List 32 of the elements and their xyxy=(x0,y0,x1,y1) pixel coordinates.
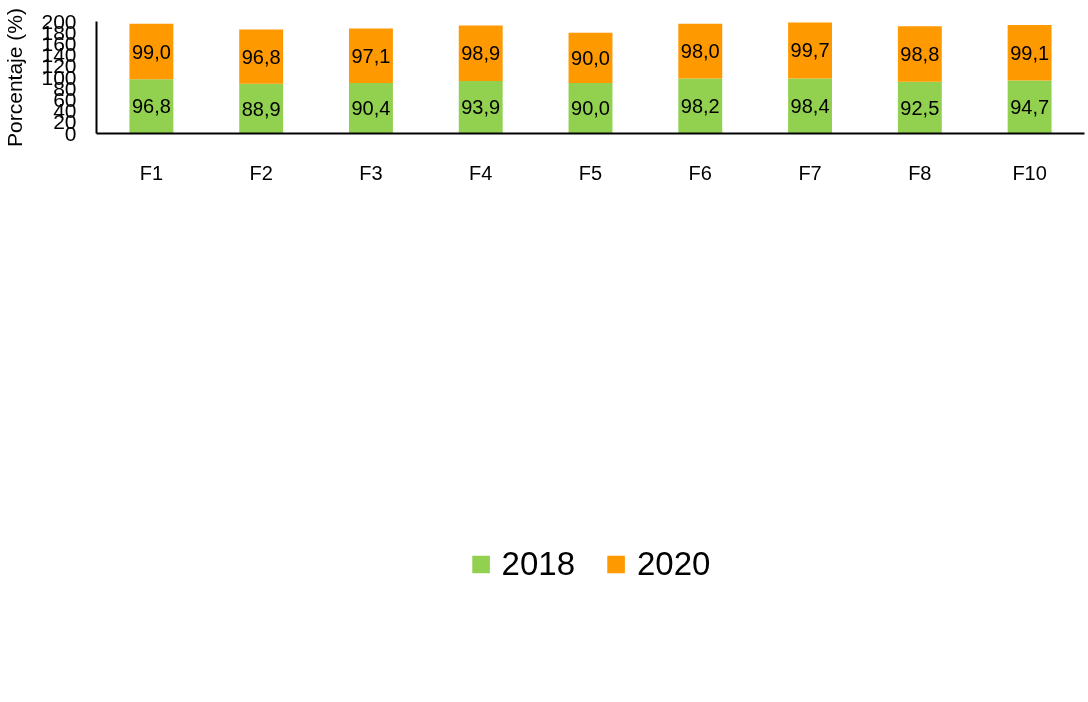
data-label: 99,7 xyxy=(790,39,830,62)
data-label: 97,1 xyxy=(351,44,391,67)
data-label: 90,0 xyxy=(571,97,610,120)
data-label: 98,0 xyxy=(680,40,720,63)
data-label: 96,8 xyxy=(131,95,171,118)
data-label: 92,5 xyxy=(900,96,940,119)
x-tick-label: F4 xyxy=(469,161,493,184)
data-label: 98,2 xyxy=(680,95,720,117)
x-tick-label: F10 xyxy=(1012,161,1047,184)
bar xyxy=(348,28,393,83)
x-tick-label: F5 xyxy=(578,161,603,184)
data-label: 98,9 xyxy=(461,42,501,65)
x-tick-label: F8 xyxy=(908,161,932,184)
data-label: 99,0 xyxy=(131,40,171,63)
data-label: 99,1 xyxy=(1010,41,1050,64)
data-label: 98,8 xyxy=(900,43,940,66)
bar xyxy=(1007,80,1052,134)
x-tick-label: F6 xyxy=(688,161,712,184)
y-axis-title: Porcentaje (%) xyxy=(3,8,27,147)
x-tick-label: F1 xyxy=(139,161,164,184)
legend-label: 2018 xyxy=(501,544,575,583)
data-label: 90,4 xyxy=(351,97,391,120)
x-tick-label: F3 xyxy=(359,161,383,184)
x-tick-label: F7 xyxy=(798,161,822,184)
data-label: 93,9 xyxy=(461,96,501,119)
data-label: 94,7 xyxy=(1010,95,1050,118)
legend-label: 2020 xyxy=(637,544,711,583)
data-label: 90,0 xyxy=(571,46,610,69)
x-tick-label: F2 xyxy=(249,161,273,184)
data-label: 96,8 xyxy=(241,45,281,68)
data-label: 98,4 xyxy=(790,94,830,117)
data-label: 88,9 xyxy=(241,97,281,120)
